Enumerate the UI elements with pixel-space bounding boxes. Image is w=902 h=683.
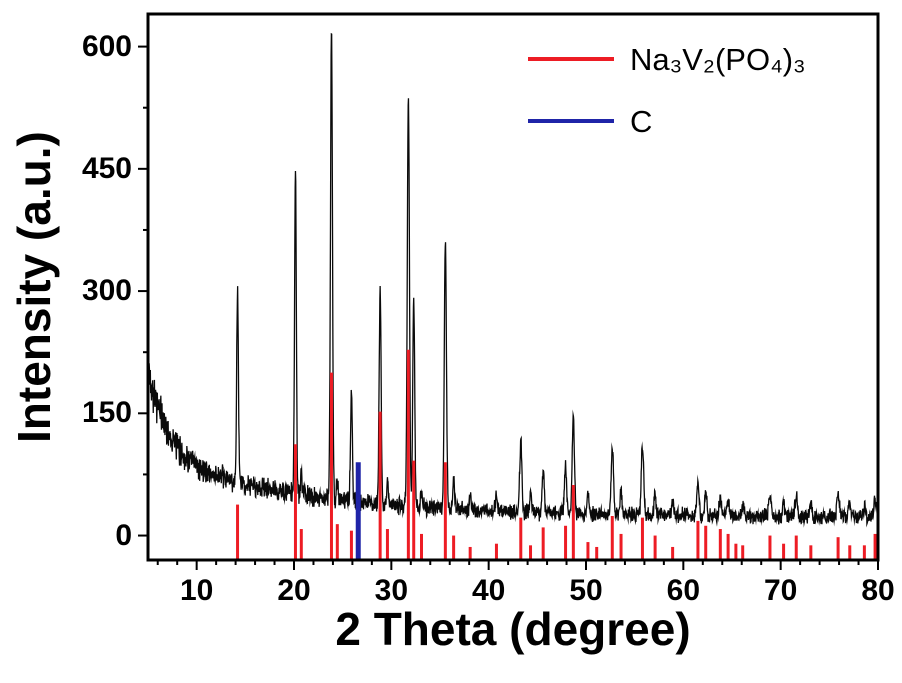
legend-swatch-na3v2po43 (528, 57, 614, 61)
legend-swatch-carbon (528, 119, 614, 123)
x-tick-label-10: 10 (179, 574, 214, 607)
y-tick-label-600: 600 (81, 29, 132, 63)
x-tick-label-40: 40 (471, 574, 506, 607)
legend: Na₃V₂(PO₄)₃ C (528, 40, 806, 140)
y-tick-label-300: 300 (81, 274, 132, 308)
y-tick-label-150: 150 (81, 396, 132, 430)
x-tick-label-30: 30 (374, 574, 409, 607)
legend-label-carbon: C (630, 103, 653, 139)
legend-item-carbon: C (528, 102, 806, 140)
x-tick-label-80: 80 (861, 574, 895, 607)
legend-item-na3v2po43: Na₃V₂(PO₄)₃ (528, 40, 806, 78)
y-tick-label-450: 450 (81, 151, 132, 185)
y-axis-label: Intensity (a.u.) (8, 131, 60, 443)
x-tick-label-50: 50 (569, 574, 603, 607)
x-tick-label-20: 20 (277, 574, 311, 607)
y-tick-label-0: 0 (115, 518, 132, 552)
x-tick-label-60: 60 (666, 574, 701, 607)
x-tick-label-70: 70 (763, 574, 798, 607)
x-axis-label: 2 Theta (degree) (335, 603, 691, 655)
legend-label-na3v2po43: Na₃V₂(PO₄)₃ (630, 41, 806, 77)
